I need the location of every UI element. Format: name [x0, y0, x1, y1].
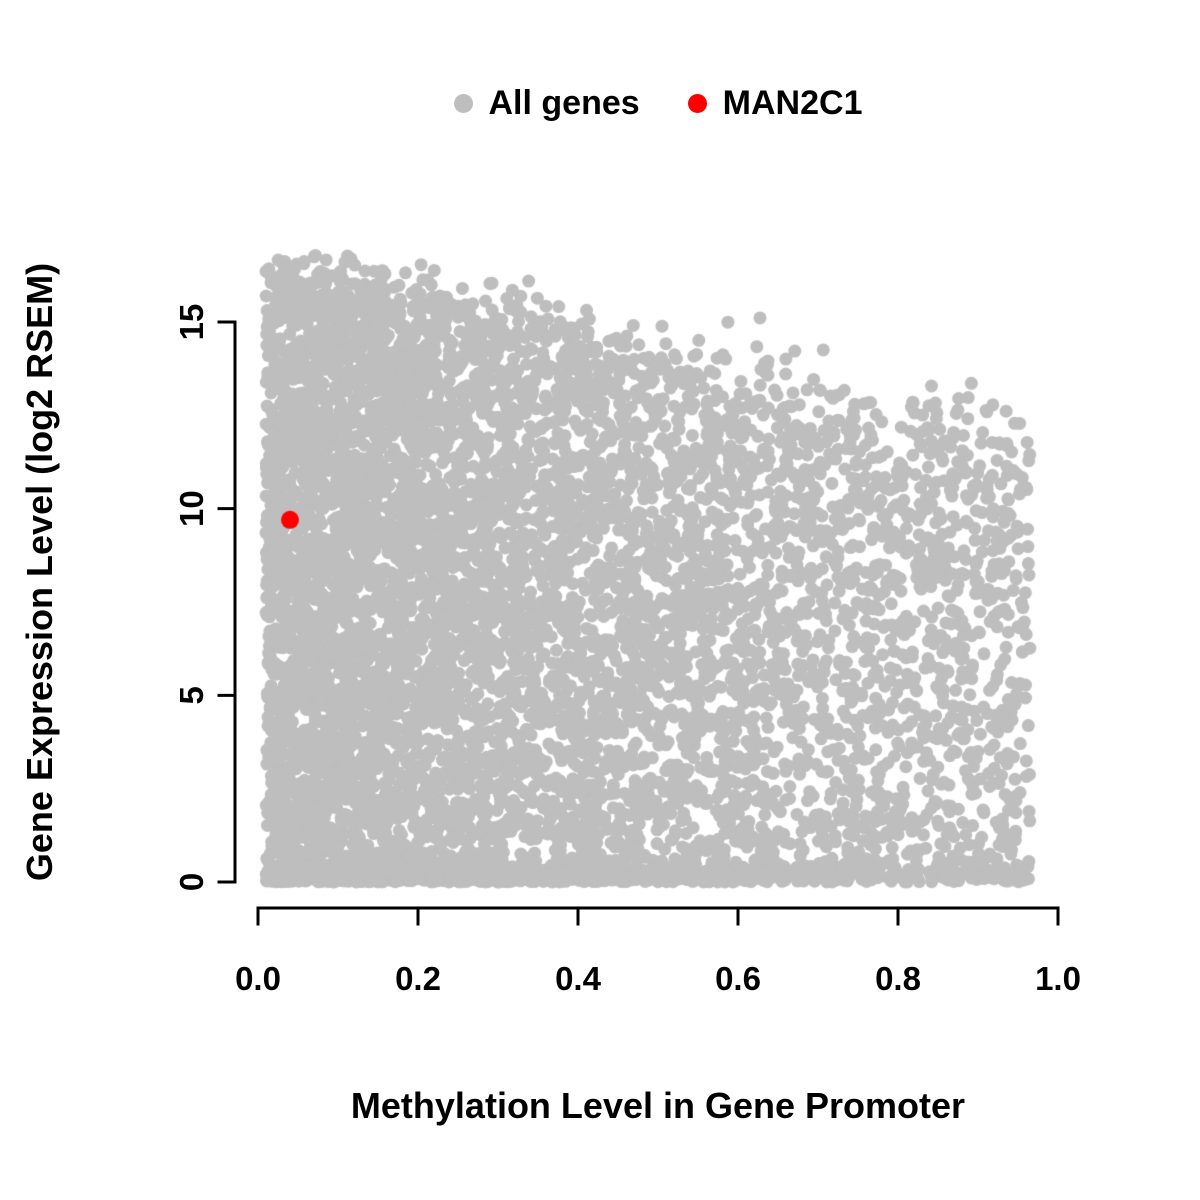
svg-text:0.2: 0.2 [395, 960, 441, 997]
svg-text:10: 10 [173, 490, 210, 527]
svg-text:1.0: 1.0 [1035, 960, 1081, 997]
svg-text:15: 15 [173, 304, 210, 341]
x-axis-title: Methylation Level in Gene Promoter [350, 1085, 966, 1126]
svg-text:0: 0 [173, 873, 210, 891]
svg-text:5: 5 [173, 686, 210, 704]
svg-text:0.6: 0.6 [715, 960, 761, 997]
svg-text:0.4: 0.4 [555, 960, 602, 997]
svg-text:0.8: 0.8 [875, 960, 921, 997]
svg-text:0.0: 0.0 [235, 960, 281, 997]
